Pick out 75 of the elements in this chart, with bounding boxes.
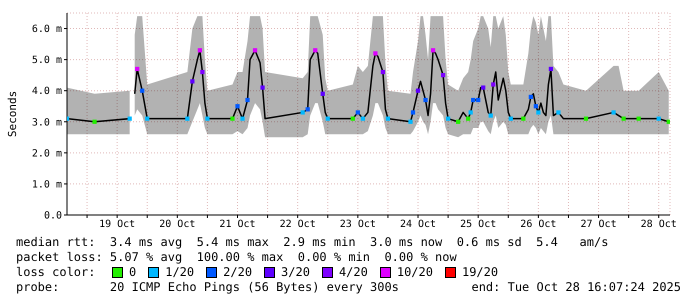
legend-label: 0 (128, 265, 136, 280)
x-tick-label: 20 Oct (159, 219, 196, 230)
point (350, 116, 355, 121)
point (240, 116, 245, 121)
legend-label: 10/20 (396, 265, 433, 280)
point (386, 116, 390, 121)
point (135, 66, 140, 72)
legend-label: 2/20 (222, 265, 252, 280)
x-tick-label: 23 Oct (340, 219, 376, 230)
point (508, 116, 513, 121)
legend-title: loss color: (16, 265, 96, 280)
y-tick-label: 6.0 m (32, 24, 62, 36)
point (584, 116, 588, 121)
point (666, 120, 670, 124)
point (481, 85, 486, 90)
x-tick-label: 27 Oct (580, 219, 617, 230)
legend-label: 4/20 (338, 265, 368, 280)
point (536, 110, 540, 115)
y-tick-label: 4.0 m (32, 86, 62, 98)
point (128, 116, 132, 121)
point (313, 48, 318, 52)
y-tick-label: 1.0 m (32, 179, 62, 190)
y-tick-label: 2.0 m (32, 148, 62, 160)
point (621, 116, 626, 121)
point (300, 110, 305, 115)
point (306, 107, 310, 112)
point (656, 116, 661, 121)
text: probe: 20 ICMP Echo Pings (56 Bytes) every 300s (16, 280, 399, 295)
point (636, 116, 641, 121)
point (356, 110, 360, 115)
point (408, 120, 413, 124)
point (416, 88, 420, 93)
y-tick-label: 5.0 m (32, 55, 62, 66)
point (190, 79, 194, 84)
point (230, 116, 235, 121)
y-tick-label: 3.0 m (32, 117, 62, 128)
legend-label: 1/20 (164, 265, 194, 280)
y-tick-label: 0.0 (44, 210, 62, 222)
x-tick-label: 22 Oct (280, 219, 316, 230)
x-tick-label: 25 Oct (460, 219, 496, 230)
point (92, 120, 97, 124)
point (360, 116, 365, 121)
point (140, 88, 144, 93)
text: median rtt: 3.4 ms avg 5.4 ms max 2.9 ms min 3.0 ms now 0.6 ms sd 5.4 am/s (16, 235, 610, 250)
point (488, 113, 493, 118)
point (534, 104, 538, 108)
point (471, 98, 476, 102)
x-tick-label: 28 Oct (640, 219, 677, 230)
point (521, 116, 526, 121)
x-tick-label: 21 Oct (219, 219, 256, 230)
point (456, 120, 460, 124)
x-tick-label: 24 Oct (400, 219, 436, 230)
point (468, 110, 473, 115)
legend-label: 3/20 (280, 265, 310, 280)
point (430, 48, 436, 52)
point (491, 82, 496, 87)
point (205, 116, 210, 121)
point (320, 92, 325, 96)
point (476, 98, 480, 102)
point (198, 48, 202, 52)
point (326, 116, 330, 121)
x-tick-label: 19 Oct (99, 219, 136, 230)
point (252, 48, 258, 52)
x-tick-label: 26 Oct (520, 219, 556, 230)
point (235, 104, 240, 108)
point (185, 116, 190, 121)
point (446, 116, 450, 121)
text: packet loss: 5.07 % avg 100.00 % max 0.00 % min 0.00 % now (16, 250, 458, 265)
legend-label: 19/20 (460, 265, 498, 280)
text: end: Tue Oct 28 16:07:24 2025 (471, 280, 681, 295)
y-axis-title: Seconds (6, 90, 19, 138)
point (145, 116, 150, 121)
point (528, 94, 533, 100)
point (466, 116, 470, 121)
point (440, 73, 446, 78)
